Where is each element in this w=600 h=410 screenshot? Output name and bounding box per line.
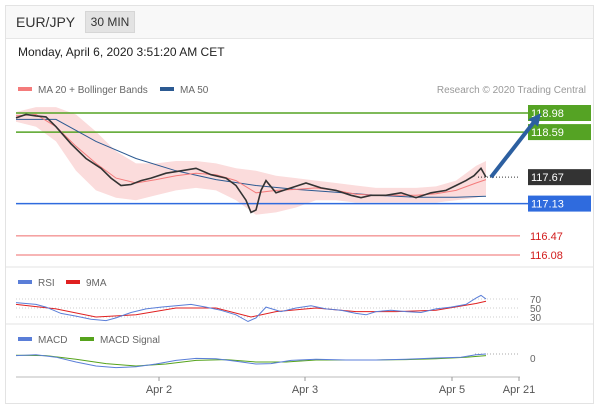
x-tick-label: Apr 5 (439, 384, 465, 396)
credit-text: Research © 2020 Trading Central (437, 85, 586, 96)
legend-label-ma50: MA 50 (180, 85, 209, 96)
level-label-116.08: 116.08 (530, 250, 563, 262)
price-line (15, 113, 487, 214)
timestamp: Monday, April 6, 2020 3:51:20 AM CET (18, 45, 225, 59)
macd-signal-line (15, 354, 487, 367)
ma20-line (15, 113, 487, 196)
x-tick-label: Apr 2 (146, 384, 172, 396)
level-label-118.59: 118.59 (531, 127, 564, 139)
x-tick-label: Apr 3 (292, 384, 318, 396)
legend-swatch-9ma (66, 280, 80, 284)
level-tag-118.98 (528, 105, 591, 121)
header-bar: EUR/JPY 30 MIN (6, 6, 593, 39)
level-label-117.13: 117.13 (531, 199, 564, 211)
legend-swatch-rsi (18, 280, 32, 284)
legend-label-macd-signal: MACD Signal (100, 335, 160, 346)
legend-label-ma20: MA 20 + Bollinger Bands (38, 85, 148, 96)
level-label-116.47: 116.47 (530, 231, 563, 243)
legend-swatch-ma50 (160, 87, 174, 91)
legend-swatch-macd (18, 337, 32, 341)
macd-line (15, 353, 487, 369)
rsi-ma-line (15, 300, 487, 318)
level-tag-117.13 (528, 195, 591, 212)
legend-label-rsi: RSI (38, 278, 55, 289)
bollinger-band (16, 107, 486, 215)
rsi-tick-70: 70 (530, 295, 542, 306)
forecast-arrow-head (528, 113, 541, 127)
current-price-label: 117.67 (531, 172, 564, 184)
rsi-tick-30: 30 (530, 313, 542, 324)
x-tick-label: Apr 21 (503, 384, 535, 396)
forecast-arrow-shaft (489, 118, 538, 179)
timeframe-button[interactable]: 30 MIN (85, 11, 135, 33)
level-tag-118.59 (528, 124, 591, 141)
legend-label-macd: MACD (38, 335, 67, 346)
rsi-line (15, 294, 487, 323)
legend-swatch-macd-signal (80, 337, 94, 341)
macd-tick-0: 0 (530, 354, 536, 365)
currency-pair: EUR/JPY (16, 14, 76, 30)
chart-card: EUR/JPY 30 MIN Monday, April 6, 2020 3:5… (5, 5, 594, 404)
current-price-tag (528, 169, 591, 186)
rsi-tick-50: 50 (530, 304, 542, 315)
legend-swatch-ma20 (18, 87, 32, 91)
legend-label-9ma: 9MA (86, 278, 107, 289)
